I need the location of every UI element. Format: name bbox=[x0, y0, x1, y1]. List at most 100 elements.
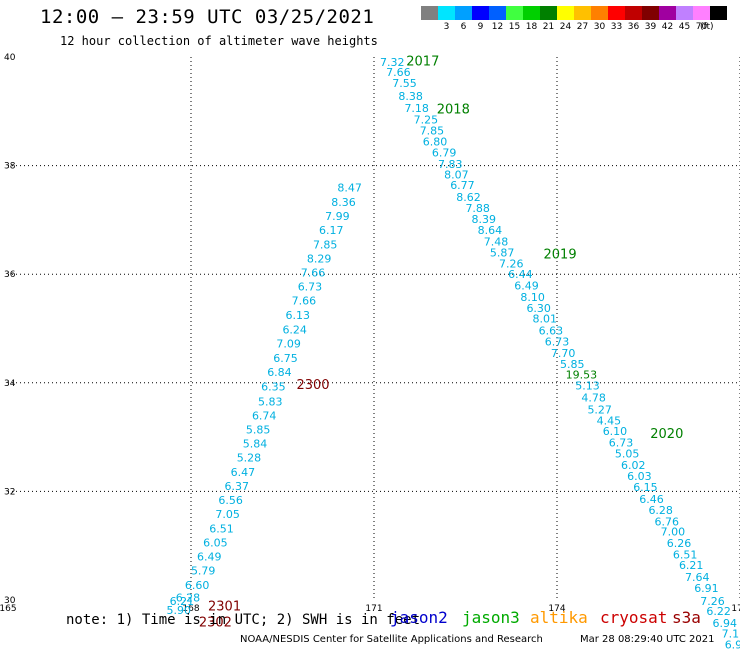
wave-height-point: 6.46 bbox=[639, 493, 664, 506]
wave-height-point: 7.17 bbox=[722, 628, 740, 641]
wave-height-point: 6.21 bbox=[679, 559, 704, 572]
legend-value-label: 39 bbox=[644, 22, 657, 32]
wave-height-point: 4.78 bbox=[581, 391, 606, 404]
wave-height-point: 6.80 bbox=[423, 136, 448, 149]
legend-swatch bbox=[642, 6, 659, 20]
legend-swatch bbox=[574, 6, 591, 20]
wave-height-point: 7.83 bbox=[438, 158, 463, 171]
legend-swatch bbox=[625, 6, 642, 20]
legend-value-label: 9 bbox=[477, 22, 484, 32]
wave-height-point: 7.99 bbox=[325, 210, 350, 223]
legend-swatch bbox=[693, 6, 710, 20]
wave-height-point: 7.25 bbox=[414, 113, 439, 126]
wave-height-point: 4.45 bbox=[597, 414, 622, 427]
legend-swatch bbox=[591, 6, 608, 20]
wave-height-point: 6.17 bbox=[319, 224, 344, 237]
legend-swatch bbox=[506, 6, 523, 20]
wave-height-point: 7.18 bbox=[404, 102, 429, 115]
wave-height-point: 6.30 bbox=[526, 302, 551, 315]
wave-height-point: 6.51 bbox=[673, 548, 698, 561]
wave-height-point: 5.85 bbox=[246, 423, 271, 436]
wave-height-point: 8.38 bbox=[398, 90, 423, 103]
wave-height-point: 7.66 bbox=[386, 66, 411, 79]
x-tick-label: 174 bbox=[548, 604, 565, 614]
wave-height-point: 6.44 bbox=[508, 268, 533, 281]
satellite-cryosat: cryosat bbox=[600, 608, 668, 627]
time-label: 2301 bbox=[208, 599, 241, 614]
y-tick-label: 32 bbox=[4, 487, 15, 497]
x-tick-label: 168 bbox=[182, 604, 199, 614]
wave-height-point: 5.84 bbox=[243, 438, 268, 451]
wave-height-point: 6.56 bbox=[218, 494, 243, 507]
satellite-s3a: s3a bbox=[672, 608, 701, 627]
legend-swatch bbox=[540, 6, 557, 20]
color-legend bbox=[421, 6, 727, 20]
legend-swatch bbox=[472, 6, 489, 20]
wave-height-point: 6.37 bbox=[225, 480, 250, 493]
wave-height-point: 8.01 bbox=[533, 313, 558, 326]
time-label: 2020 bbox=[650, 427, 683, 442]
wave-height-point: 6.13 bbox=[286, 309, 311, 322]
x-tick-label: 177 bbox=[731, 604, 740, 614]
wave-height-point: 5.90 bbox=[167, 604, 192, 617]
wave-height-point: 7.64 bbox=[685, 571, 710, 584]
wave-height-point: 7.55 bbox=[392, 77, 417, 90]
wave-height-point: 6.28 bbox=[176, 591, 201, 604]
wave-height-point: 5.05 bbox=[615, 447, 640, 460]
wave-height-point: 6.73 bbox=[298, 281, 323, 294]
y-tick-label: 30 bbox=[4, 596, 16, 606]
wave-height-point: 5.13 bbox=[575, 380, 600, 393]
legend-value-label: 33 bbox=[610, 22, 623, 32]
wave-height-point: 6.51 bbox=[209, 522, 234, 535]
wave-height-point: 6.77 bbox=[450, 179, 475, 192]
wave-height-point: 5.27 bbox=[587, 403, 612, 416]
wave-height-point: 8.62 bbox=[456, 191, 481, 204]
legend-value-label: 27 bbox=[576, 22, 589, 32]
wave-height-point: 6.02 bbox=[621, 459, 646, 472]
satellite-altika: altika bbox=[530, 608, 588, 627]
legend-value-label: 21 bbox=[542, 22, 555, 32]
legend-value-label: 15 bbox=[508, 22, 521, 32]
wave-height-point: 6.75 bbox=[273, 352, 298, 365]
wave-height-point: 8.47 bbox=[337, 181, 362, 194]
wave-height-point: 5.79 bbox=[191, 565, 216, 578]
wave-height-point: 7.85 bbox=[420, 124, 445, 137]
legend-swatch bbox=[455, 6, 472, 20]
generated-timestamp: Mar 28 08:29:40 UTC 2021 bbox=[580, 634, 715, 645]
wave-height-point: 6.73 bbox=[609, 437, 634, 450]
wave-height-point: 6.15 bbox=[633, 481, 658, 494]
legend-value-label: 30 bbox=[593, 22, 606, 32]
y-tick-label: 40 bbox=[4, 53, 16, 63]
legend-value-label: 12 bbox=[491, 22, 504, 32]
wave-height-point: 6.10 bbox=[603, 425, 628, 438]
wave-height-point: 7.00 bbox=[661, 526, 686, 539]
wave-height-point: 7.26 bbox=[499, 257, 524, 270]
wave-height-point: 6.60 bbox=[185, 579, 210, 592]
wave-height-point: 7.66 bbox=[301, 267, 326, 280]
wave-height-point: 7.05 bbox=[215, 508, 240, 521]
chart-subtitle: 12 hour collection of altimeter wave hei… bbox=[60, 34, 378, 48]
wave-height-point: 7.70 bbox=[551, 347, 576, 360]
time-label: 2019 bbox=[544, 248, 577, 263]
time-label: 2300 bbox=[296, 378, 329, 393]
legend-value-label: 42 bbox=[661, 22, 674, 32]
legend-value-label: 45 bbox=[678, 22, 691, 32]
legend-swatch bbox=[659, 6, 676, 20]
wave-height-point: 8.10 bbox=[520, 291, 545, 304]
wave-height-point: 7.48 bbox=[484, 236, 509, 249]
wave-height-point: 6.49 bbox=[197, 551, 222, 564]
wave-height-point: 6.63 bbox=[539, 325, 564, 338]
legend-swatch bbox=[489, 6, 506, 20]
wave-height-point: 8.29 bbox=[307, 252, 332, 265]
x-tick-label: 165 bbox=[0, 604, 17, 614]
wave-height-point: 6.05 bbox=[203, 536, 228, 549]
legend-swatch bbox=[438, 6, 455, 20]
legend-swatch bbox=[608, 6, 625, 20]
legend-value-label: 70 bbox=[695, 22, 708, 32]
wave-height-point: 6.79 bbox=[432, 147, 457, 160]
wave-height-point: 6.76 bbox=[655, 515, 680, 528]
legend-value-label: 6 bbox=[460, 22, 467, 32]
wave-height-point: 6.28 bbox=[648, 504, 673, 517]
legend-value-label: 24 bbox=[559, 22, 572, 32]
legend-swatch bbox=[710, 6, 727, 20]
